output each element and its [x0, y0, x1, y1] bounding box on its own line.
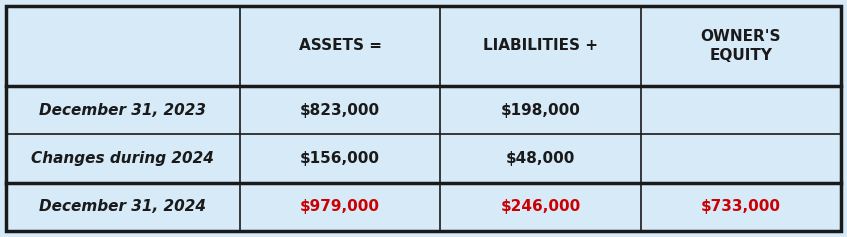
Text: $979,000: $979,000: [300, 199, 380, 214]
Bar: [440, 6, 640, 86]
Bar: [240, 183, 440, 231]
Text: December 31, 2023: December 31, 2023: [40, 103, 207, 118]
Text: Changes during 2024: Changes during 2024: [31, 151, 214, 166]
Bar: [6, 6, 240, 86]
Bar: [640, 134, 841, 183]
Text: $156,000: $156,000: [300, 151, 380, 166]
Bar: [640, 6, 841, 86]
Bar: [6, 183, 240, 231]
Text: LIABILITIES +: LIABILITIES +: [483, 38, 598, 53]
Bar: [240, 134, 440, 183]
Text: $823,000: $823,000: [300, 103, 380, 118]
Bar: [6, 86, 240, 134]
Bar: [240, 6, 440, 86]
Text: $48,000: $48,000: [506, 151, 575, 166]
Bar: [240, 86, 440, 134]
Text: OWNER'S
EQUITY: OWNER'S EQUITY: [700, 28, 781, 63]
Bar: [640, 86, 841, 134]
Text: December 31, 2024: December 31, 2024: [40, 199, 207, 214]
Text: $198,000: $198,000: [501, 103, 580, 118]
Text: $733,000: $733,000: [700, 199, 781, 214]
Bar: [440, 134, 640, 183]
Text: ASSETS =: ASSETS =: [298, 38, 381, 53]
Bar: [440, 86, 640, 134]
Bar: [6, 134, 240, 183]
Text: $246,000: $246,000: [501, 199, 580, 214]
Bar: [440, 183, 640, 231]
Bar: [640, 183, 841, 231]
